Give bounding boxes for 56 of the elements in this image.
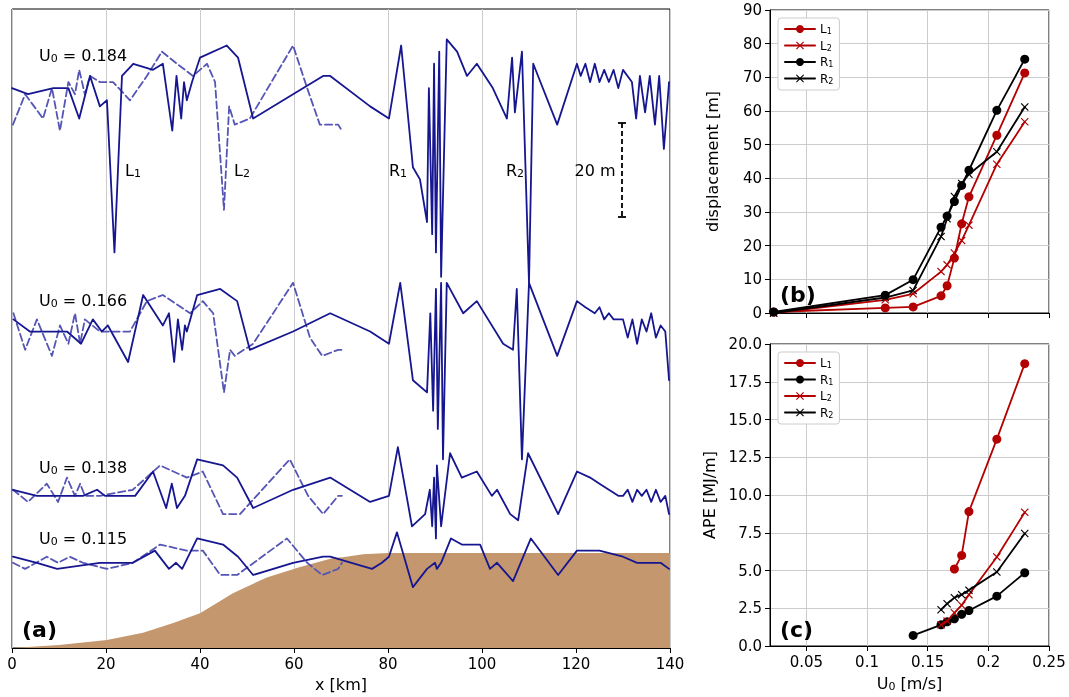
y-tick-label: 12.5 [728,448,762,467]
x-tick-label: 0.05 [789,652,824,671]
y-tick-label: 17.5 [728,372,762,391]
annotation: (a) [22,616,57,642]
x-tick-label: 100 [467,654,497,673]
legend-label: L2 [820,38,832,53]
annotation: R1 [388,160,408,180]
y-tick-label: 0 [752,304,762,322]
x-tick-label: 60 [284,654,304,673]
x-axis-title: x [km] [315,674,367,694]
y-tick-label: 7.5 [738,523,762,542]
x-tick-label: 0.1 [855,652,879,671]
y-tick-label: 10 [742,270,762,289]
y-tick-label: 2.5 [738,599,762,618]
y-tick-label: 70 [742,68,762,87]
annotation: (c) [780,616,814,642]
x-tick-label: 40 [190,654,210,673]
annotation: (b) [780,281,816,307]
legend-label: R2 [820,71,834,86]
annotation: U0 = 0.138 [38,457,128,477]
x-tick-label: 0.25 [1032,652,1066,671]
x-tick-label: 0.2 [976,652,1001,671]
y-tick-label: 20.0 [728,335,762,353]
y-axis-title: APE [MJ/m] [700,451,720,539]
annotation: U0 = 0.184 [38,45,128,65]
legend-label: L1 [820,356,832,370]
y-tick-label: 15.0 [728,410,762,429]
annotation: R2 [505,160,525,180]
annotation: 20 m [574,160,616,180]
y-tick-label: 40 [742,169,762,188]
y-tick-label: 30 [742,203,762,221]
legend-label: R2 [820,405,834,420]
x-tick-label: 20 [96,654,116,673]
y-tick-label: 60 [742,102,762,120]
annotation: L1 [125,160,141,180]
legend-label: R1 [820,372,834,387]
y-tick-label: 20 [742,236,762,255]
y-tick-label: 0.0 [738,637,762,655]
x-tick-label: 80 [378,654,398,673]
x-tick-label: 0 [7,654,17,673]
y-tick-label: 10.0 [728,486,762,504]
x-axis-title: U0 [m/s] [876,673,943,693]
legend-label: L2 [820,389,832,403]
y-tick-label: 50 [742,135,762,154]
annotation: U0 = 0.166 [38,290,128,310]
x-tick-label: 120 [561,654,591,673]
annotation: U0 = 0.115 [38,528,128,548]
y-tick-label: 5.0 [738,561,762,580]
y-tick-label: 90 [742,1,762,19]
x-tick-label: 0.15 [910,652,945,671]
legend-label: L1 [820,22,832,36]
y-axis-title: displacement [m] [702,91,722,232]
annotation: L2 [234,160,250,180]
legend-label: R1 [820,55,834,69]
x-tick-label: 140 [655,654,685,673]
y-tick-label: 80 [742,34,762,53]
